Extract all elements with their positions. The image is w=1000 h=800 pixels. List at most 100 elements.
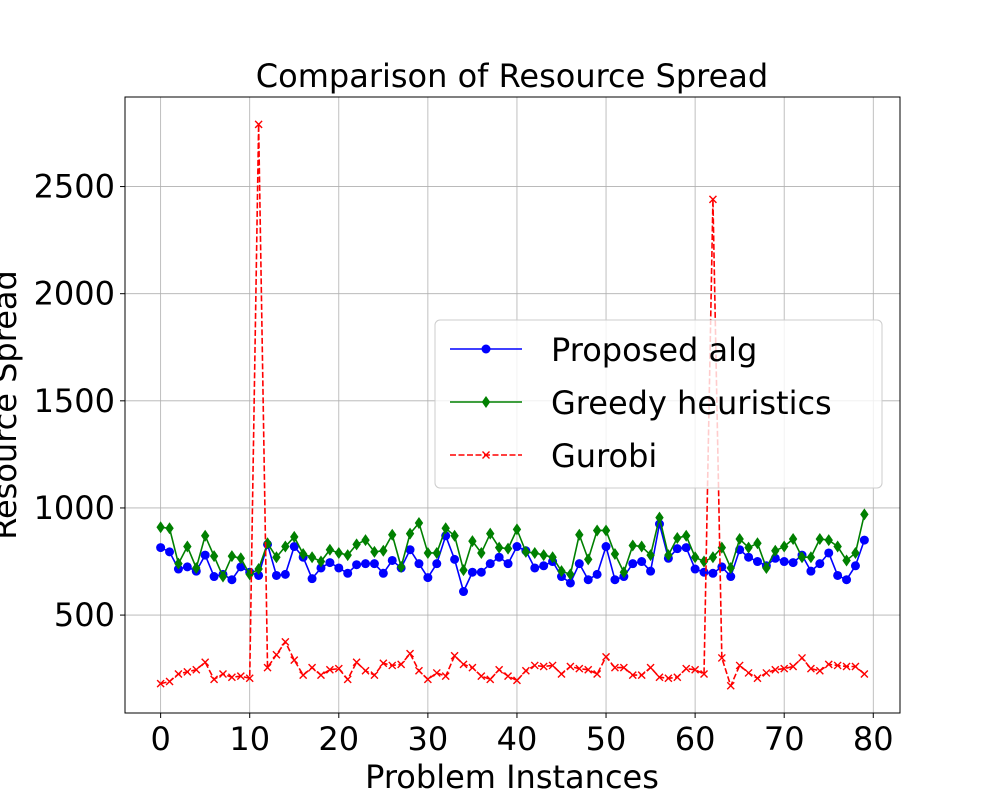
data-point-greedy-heuristics (494, 541, 504, 554)
series-proposed-alg (156, 519, 869, 597)
data-point-gurobi (771, 665, 780, 674)
data-point-greedy-heuristics (432, 546, 441, 559)
data-point-gurobi (744, 668, 753, 677)
x-tick-label: 80 (853, 720, 894, 758)
y-tick-label: 2000 (34, 275, 115, 313)
data-point-proposed-alg (316, 563, 326, 573)
data-point-proposed-alg (165, 547, 175, 557)
data-point-greedy-heuristics (860, 508, 869, 521)
x-tick-label: 30 (408, 720, 449, 758)
data-point-proposed-alg (476, 567, 486, 577)
data-point-proposed-alg (744, 552, 754, 562)
data-point-gurobi (566, 662, 575, 671)
data-point-greedy-heuristics (575, 528, 584, 541)
data-point-greedy-heuristics (396, 560, 406, 573)
data-point-gurobi (504, 672, 513, 681)
data-point-proposed-alg (637, 557, 647, 567)
data-point-gurobi (281, 637, 290, 646)
data-point-greedy-heuristics (254, 563, 263, 576)
data-point-greedy-heuristics (610, 548, 620, 561)
data-point-greedy-heuristics (298, 548, 308, 561)
data-point-proposed-alg (459, 587, 469, 597)
data-point-greedy-heuristics (468, 535, 477, 548)
data-point-gurobi (486, 675, 495, 684)
data-point-greedy-heuristics (762, 561, 771, 574)
data-point-gurobi (459, 660, 468, 669)
data-point-greedy-heuristics (281, 540, 290, 553)
data-point-gurobi (406, 649, 415, 658)
data-point-gurobi (254, 120, 263, 129)
data-point-greedy-heuristics (779, 540, 789, 553)
data-point-proposed-alg (726, 572, 736, 582)
data-point-gurobi (619, 663, 628, 672)
data-point-proposed-alg (494, 552, 504, 562)
y-axis-ticks: 500 1000 1500 2000 2500 (34, 168, 125, 634)
data-point-gurobi (343, 675, 352, 684)
data-point-gurobi (815, 666, 824, 675)
data-point-gurobi (789, 662, 798, 671)
data-point-proposed-alg (530, 563, 540, 573)
data-point-greedy-heuristics (245, 568, 254, 581)
data-point-gurobi (708, 195, 717, 204)
data-point-gurobi (780, 664, 789, 673)
data-point-greedy-heuristics (530, 546, 539, 559)
data-point-greedy-heuristics (824, 534, 833, 547)
data-point-greedy-heuristics (236, 552, 246, 565)
data-point-greedy-heuristics (379, 544, 388, 557)
data-point-greedy-heuristics (735, 533, 744, 546)
data-point-gurobi (593, 670, 602, 678)
data-point-gurobi (352, 658, 361, 667)
data-point-proposed-alg (806, 566, 816, 576)
data-point-greedy-heuristics (557, 565, 566, 578)
data-point-gurobi (361, 666, 370, 675)
data-point-proposed-alg (334, 563, 344, 573)
legend-marker-gurobi (482, 451, 490, 459)
data-point-greedy-heuristics (619, 566, 629, 579)
data-point-gurobi (227, 673, 236, 682)
data-point-gurobi (682, 664, 691, 673)
data-point-greedy-heuristics (441, 522, 450, 535)
data-point-proposed-alg (200, 550, 210, 560)
data-point-greedy-heuristics (815, 533, 825, 546)
data-point-greedy-heuristics (548, 551, 557, 564)
legend-marker-proposed-alg (481, 344, 491, 354)
data-point-gurobi (664, 674, 673, 683)
data-point-gurobi (521, 666, 530, 675)
data-point-gurobi (833, 661, 842, 670)
data-point-greedy-heuristics (503, 542, 513, 555)
data-point-gurobi (753, 674, 762, 683)
data-point-proposed-alg (352, 560, 362, 570)
data-point-proposed-alg (280, 569, 290, 579)
data-point-gurobi (370, 671, 379, 680)
data-point-greedy-heuristics (290, 530, 299, 543)
data-point-gurobi (192, 665, 201, 674)
data-point-proposed-alg (289, 542, 299, 552)
data-point-gurobi (183, 667, 192, 676)
data-point-greedy-heuristics (682, 529, 691, 542)
data-point-proposed-alg (646, 566, 656, 576)
data-point-greedy-heuristics (771, 544, 780, 557)
series-layer (156, 120, 869, 690)
data-point-gurobi (468, 663, 477, 672)
data-point-gurobi (548, 661, 557, 670)
data-point-greedy-heuristics (708, 551, 718, 564)
x-tick-label: 10 (229, 720, 270, 758)
data-point-greedy-heuristics (673, 531, 682, 544)
data-point-greedy-heuristics (459, 564, 468, 577)
data-point-gurobi (245, 674, 254, 683)
data-point-proposed-alg (325, 558, 335, 568)
data-point-greedy-heuristics (690, 551, 700, 564)
data-point-gurobi (397, 660, 406, 669)
data-point-proposed-alg (503, 559, 513, 569)
data-point-greedy-heuristics (174, 557, 183, 570)
data-point-greedy-heuristics (744, 541, 753, 554)
data-point-greedy-heuristics (655, 511, 664, 524)
data-point-proposed-alg (307, 574, 317, 584)
legend-label-proposed-alg: Proposed alg (551, 331, 757, 369)
data-point-proposed-alg (565, 578, 575, 588)
data-point-gurobi (530, 661, 539, 670)
data-point-proposed-alg (512, 542, 522, 552)
data-point-gurobi (646, 663, 655, 672)
data-point-proposed-alg (227, 575, 237, 585)
